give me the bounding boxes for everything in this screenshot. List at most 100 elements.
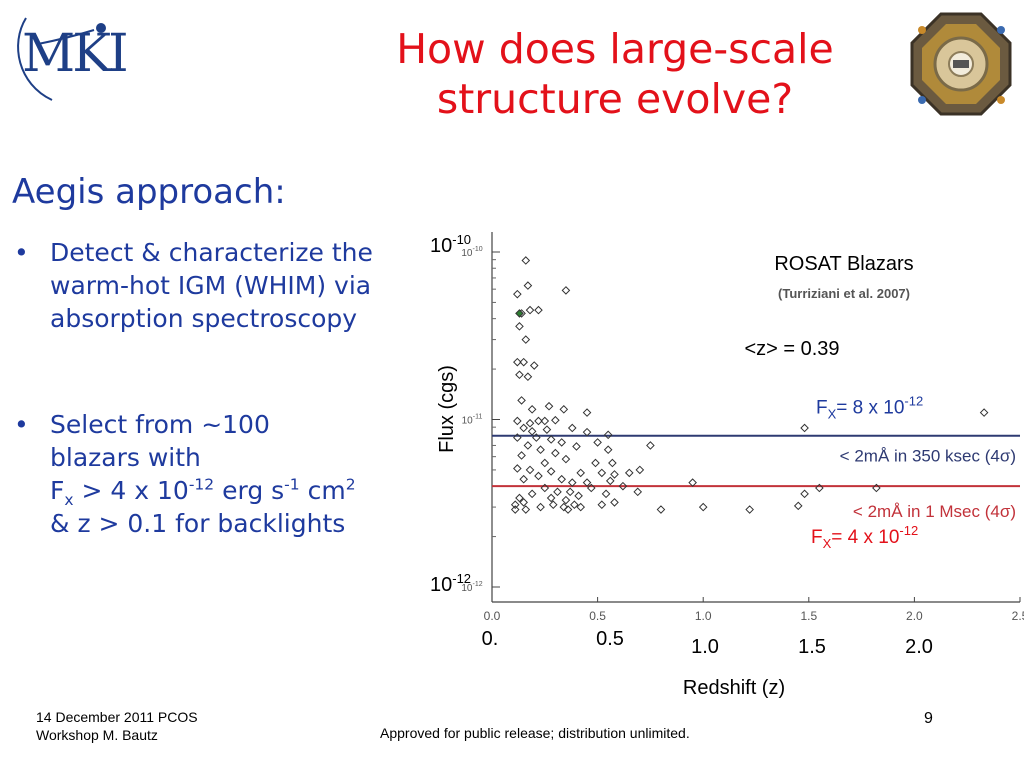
mean-z-label: <z> = 0.39 xyxy=(744,338,839,360)
data-point xyxy=(591,458,600,468)
bullet-selection-line4: & z > 0.1 for backlights xyxy=(50,509,346,538)
data-point xyxy=(553,487,562,497)
data-point xyxy=(529,361,539,370)
data-point xyxy=(523,281,533,290)
footer-release-notice: Approved for public release; distributio… xyxy=(380,725,690,741)
data-point xyxy=(610,470,619,479)
data-point xyxy=(567,423,577,433)
data-point xyxy=(540,416,550,426)
bullet-selection-line1: Select from ~100 xyxy=(50,410,270,439)
mki-logo xyxy=(17,17,106,101)
x-overlay-label: 1.0 xyxy=(691,636,719,658)
data-point xyxy=(576,468,586,478)
flux-criterion: Fx > 4 x 10-12 erg s-1 cm2 xyxy=(50,475,356,509)
x-axis-label: Redshift (z) xyxy=(683,677,785,698)
bullet-dot: • xyxy=(14,238,29,267)
x-tick-label: 0.5 xyxy=(589,609,606,623)
data-point xyxy=(603,430,613,440)
data-point xyxy=(601,489,611,499)
data-point xyxy=(608,458,617,468)
data-point xyxy=(561,495,571,505)
data-point xyxy=(561,286,571,295)
rosat-blazar-chart: 10-10 10-12 0.0 0.5 1.0 1.5 2.0 2.5 10-10 10-11 1… xyxy=(430,232,1024,698)
data-point xyxy=(519,357,528,367)
y-tick-label: 10-10 xyxy=(461,246,482,259)
bullet-dot: • xyxy=(14,410,29,439)
data-point xyxy=(521,256,531,265)
footer-date-author: 14 December 2011 PCOS Workshop M. Bautz xyxy=(36,709,198,743)
y-overlay-label: 10-10 xyxy=(430,232,471,257)
data-point xyxy=(534,471,543,481)
data-point xyxy=(582,408,592,417)
data-point xyxy=(551,415,560,425)
data-point xyxy=(523,441,533,450)
x-tick-label: 1.5 xyxy=(800,609,817,623)
data-point xyxy=(563,505,573,514)
data-point xyxy=(527,489,537,499)
chart-subtitle: (Turriziani et al. 2007) xyxy=(778,286,910,301)
data-point xyxy=(745,505,754,514)
x-overlay-label: 0.5 xyxy=(596,628,624,650)
data-point xyxy=(548,500,558,510)
data-point xyxy=(815,483,824,493)
data-point xyxy=(544,401,554,411)
data-point xyxy=(610,498,619,507)
data-point xyxy=(582,427,592,437)
data-point xyxy=(513,357,522,367)
highlight-data-point xyxy=(515,309,524,318)
data-point xyxy=(536,445,545,455)
data-point xyxy=(633,487,643,497)
flux-threshold-label-1: FX= 8 x 10-12 xyxy=(816,394,923,422)
y-axis-label: Flux (cgs) xyxy=(436,365,458,453)
data-point xyxy=(582,478,592,487)
data-point xyxy=(534,305,543,315)
data-point xyxy=(597,500,607,510)
data-point xyxy=(521,335,531,344)
data-point xyxy=(618,481,628,491)
data-point xyxy=(572,442,581,451)
threshold-line-label-2: < 2mÅ in 1 Msec (4σ) xyxy=(853,502,1016,521)
data-point xyxy=(800,489,809,499)
data-point xyxy=(540,483,550,493)
data-point xyxy=(519,423,528,433)
data-point xyxy=(527,427,537,436)
data-point xyxy=(534,416,543,426)
data-point xyxy=(532,433,541,442)
data-point xyxy=(525,305,535,315)
bullet-selection-text: Select from ~100 blazars with Fx > 4 x 1… xyxy=(50,408,430,540)
data-point xyxy=(515,322,524,331)
data-point xyxy=(586,483,596,493)
bullet-selection-line2: blazars with xyxy=(50,443,201,472)
spacecraft-image xyxy=(910,12,1012,116)
data-point xyxy=(521,505,531,514)
data-point xyxy=(603,445,613,455)
data-point xyxy=(519,498,528,507)
y-tick-label: 10-12 xyxy=(461,581,482,594)
data-point xyxy=(570,500,579,510)
y-overlay-label: 10-12 xyxy=(430,571,471,596)
x-overlay-label: 1.5 xyxy=(798,636,826,658)
data-point xyxy=(793,501,803,511)
data-point xyxy=(536,502,545,512)
data-point xyxy=(800,423,809,433)
threshold-line-label-1: < 2mÅ in 350 ksec (4σ) xyxy=(840,447,1016,466)
data-point xyxy=(605,476,615,486)
data-point xyxy=(513,464,522,473)
data-point xyxy=(576,502,586,512)
data-point xyxy=(698,502,708,512)
data-point xyxy=(593,438,602,447)
data-point xyxy=(546,435,556,444)
data-point xyxy=(561,454,571,464)
data-point xyxy=(513,416,522,426)
page-number: 9 xyxy=(924,710,933,727)
data-point xyxy=(567,478,577,487)
data-point xyxy=(546,467,556,476)
data-point xyxy=(557,438,567,447)
data-point xyxy=(597,468,607,478)
data-point xyxy=(523,372,533,382)
y-tick-label: 10-11 xyxy=(462,414,483,427)
x-overlay-label: 0. xyxy=(482,628,499,650)
data-point xyxy=(527,405,537,414)
x-overlay-label: 2.0 xyxy=(905,636,933,658)
data-point xyxy=(510,500,520,510)
